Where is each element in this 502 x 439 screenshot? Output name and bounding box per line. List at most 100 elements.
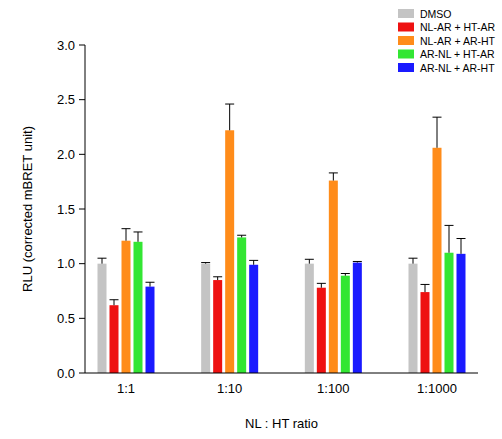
- y-axis-label: RLU (corrected mBRET unit): [20, 126, 35, 292]
- y-tick: [79, 318, 85, 319]
- y-tick-label: 0.5: [57, 311, 75, 326]
- bar: [110, 305, 119, 373]
- y-tick: [79, 373, 85, 374]
- error-bar: [98, 258, 107, 263]
- error-cap: [249, 260, 258, 261]
- error-line: [425, 284, 426, 292]
- error-cap: [122, 228, 131, 229]
- y-tick: [79, 209, 85, 210]
- bar: [237, 237, 246, 373]
- error-bar: [329, 173, 338, 181]
- bar: [457, 254, 466, 373]
- error-bar: [249, 260, 258, 264]
- error-cap: [213, 276, 222, 277]
- legend: DMSONL-AR + HT-AR NL-AR + AR-HTAR-NL + HT…: [398, 8, 496, 74]
- error-cap: [237, 235, 246, 236]
- y-tick-label: 1.5: [57, 202, 75, 217]
- y-tick-label: 2.0: [57, 147, 75, 162]
- error-line: [413, 258, 414, 263]
- bar: [225, 130, 234, 373]
- error-cap: [225, 104, 234, 105]
- legend-label: AR-NL + HT-AR: [420, 48, 495, 60]
- y-tick-label: 2.5: [57, 92, 75, 107]
- legend-label: NL-AR + AR-HT: [420, 35, 496, 47]
- error-line: [229, 104, 230, 130]
- error-cap: [433, 117, 442, 118]
- error-cap: [353, 261, 362, 262]
- legend-label: NL-AR + HT-AR: [420, 21, 495, 33]
- error-bar: [433, 117, 442, 148]
- error-cap: [445, 225, 454, 226]
- bar: [409, 264, 418, 373]
- legend-swatch: [398, 36, 414, 45]
- error-cap: [146, 282, 155, 283]
- legend-swatch: [398, 63, 414, 72]
- y-tick-label: 3.0: [57, 38, 75, 53]
- bar: [433, 148, 442, 373]
- error-line: [138, 232, 139, 242]
- bar: [329, 181, 338, 373]
- legend-swatch: [398, 23, 414, 32]
- error-bar: [421, 284, 430, 292]
- bar: [421, 292, 430, 373]
- x-axis: [85, 373, 478, 374]
- plot-area: [98, 104, 466, 373]
- bar: [201, 264, 210, 373]
- chart: 0.00.51.01.52.02.53.01:11:101:1001:1000N…: [0, 0, 502, 439]
- bar: [305, 264, 314, 373]
- bar: [445, 253, 454, 373]
- error-cap: [341, 273, 350, 274]
- error-cap: [98, 258, 107, 259]
- y-tick: [79, 99, 85, 100]
- error-line: [253, 260, 254, 264]
- error-bar: [409, 258, 418, 263]
- bar: [98, 264, 107, 373]
- bar: [134, 242, 143, 373]
- legend-label: AR-NL + AR-HT: [420, 62, 495, 74]
- error-bar: [353, 261, 362, 262]
- bar: [146, 287, 155, 373]
- error-bar: [213, 277, 222, 280]
- error-cap: [457, 238, 466, 239]
- error-cap: [329, 172, 338, 173]
- error-line: [461, 239, 462, 254]
- error-bar: [237, 235, 246, 237]
- error-bar: [110, 300, 119, 305]
- error-bar: [341, 274, 350, 276]
- error-cap: [201, 262, 210, 263]
- error-line: [150, 282, 151, 286]
- x-tick-label: 1:1: [117, 381, 135, 396]
- error-cap: [110, 299, 119, 300]
- error-line: [114, 300, 115, 305]
- error-cap: [409, 258, 418, 259]
- error-bar: [305, 259, 314, 263]
- error-cap: [134, 231, 143, 232]
- error-bar: [146, 282, 155, 286]
- error-line: [102, 258, 103, 263]
- y-tick-label: 0.0: [57, 366, 75, 381]
- error-bar: [134, 232, 143, 242]
- legend-swatch: [398, 9, 414, 18]
- bar: [353, 263, 362, 373]
- x-tick-label: 1:1000: [417, 381, 457, 396]
- x-tick-label: 1:10: [217, 381, 242, 396]
- error-cap: [421, 284, 430, 285]
- bar: [317, 288, 326, 373]
- y-tick: [79, 45, 85, 46]
- legend-swatch: [398, 50, 414, 59]
- error-bar: [201, 263, 210, 264]
- error-bar: [317, 283, 326, 287]
- error-cap: [317, 283, 326, 284]
- error-line: [333, 173, 334, 181]
- error-bar: [225, 104, 234, 130]
- error-bar: [445, 225, 454, 252]
- bar: [249, 265, 258, 373]
- legend-label: DMSO: [420, 8, 452, 20]
- bar: [122, 241, 131, 373]
- error-line: [437, 117, 438, 148]
- error-bar: [122, 229, 131, 241]
- error-line: [309, 259, 310, 263]
- error-line: [321, 283, 322, 287]
- error-bar: [457, 239, 466, 254]
- y-tick: [79, 263, 85, 264]
